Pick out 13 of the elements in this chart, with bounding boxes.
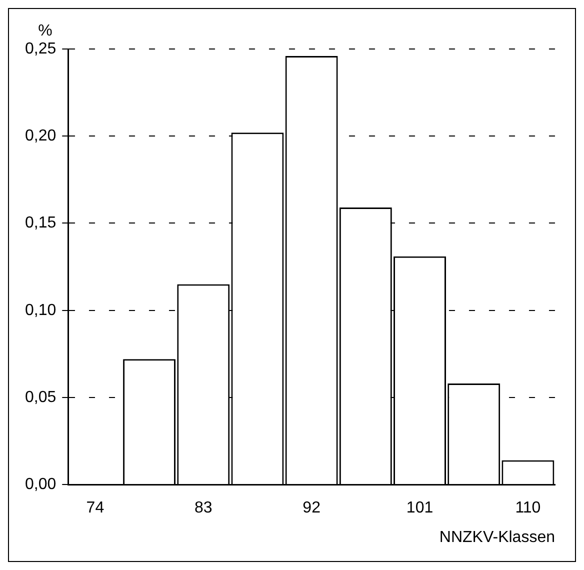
y-tick-label: 0,00 xyxy=(25,476,56,494)
x-tick-label: 101 xyxy=(406,500,434,517)
x-tick-label: 83 xyxy=(194,500,212,517)
x-tick-label: 74 xyxy=(86,500,104,517)
y-tick-label: 0,20 xyxy=(25,128,56,145)
y-tick-label: 0,10 xyxy=(25,302,56,319)
x-axis-title: NNZKV-Klassen xyxy=(439,528,555,546)
y-tick-label: 0,05 xyxy=(25,388,56,406)
y-axis-title: % xyxy=(38,22,52,40)
y-tick-label: 0,15 xyxy=(25,214,56,232)
x-tick-label: 110 xyxy=(515,500,541,517)
x-tick-label: 92 xyxy=(302,500,321,517)
y-tick-label: 0,25 xyxy=(25,40,56,58)
